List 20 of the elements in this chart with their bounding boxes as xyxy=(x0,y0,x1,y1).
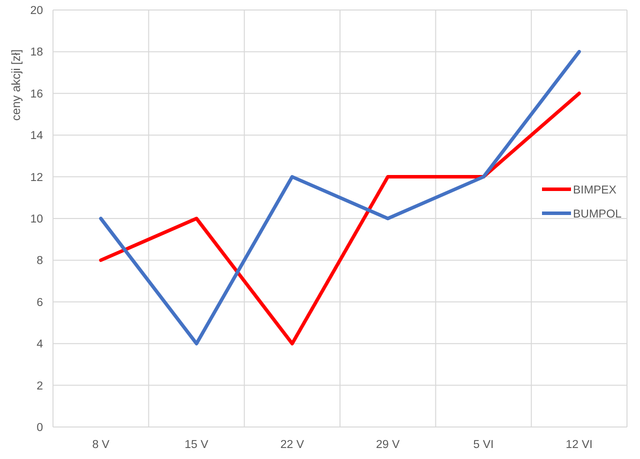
y-tick-label: 4 xyxy=(36,338,44,351)
x-tick-label: 15 V xyxy=(184,439,209,451)
y-tick-label: 14 xyxy=(30,130,44,142)
x-tick-label: 22 V xyxy=(280,439,304,451)
legend-label: BIMPEX xyxy=(573,184,617,196)
x-tick-label: 5 VI xyxy=(473,439,494,451)
y-tick-label: 20 xyxy=(30,5,43,18)
legend-label: BUMPOL xyxy=(573,208,622,220)
y-tick-label: 12 xyxy=(30,172,43,184)
y-tick-label: 6 xyxy=(36,296,43,309)
y-tick-label: 10 xyxy=(30,214,43,226)
x-tick-label: 8 V xyxy=(92,439,110,451)
x-tick-label: 29 V xyxy=(376,439,400,451)
y-axis-title: ceny akcji [zł] xyxy=(9,49,23,121)
y-tick-label: 16 xyxy=(30,88,43,100)
x-tick-label: 12 VI xyxy=(566,439,593,451)
y-tick-label: 8 xyxy=(36,255,43,268)
y-tick-label: 18 xyxy=(30,46,43,59)
y-tick-label: 2 xyxy=(36,380,43,392)
y-tick-label: 0 xyxy=(36,422,43,434)
